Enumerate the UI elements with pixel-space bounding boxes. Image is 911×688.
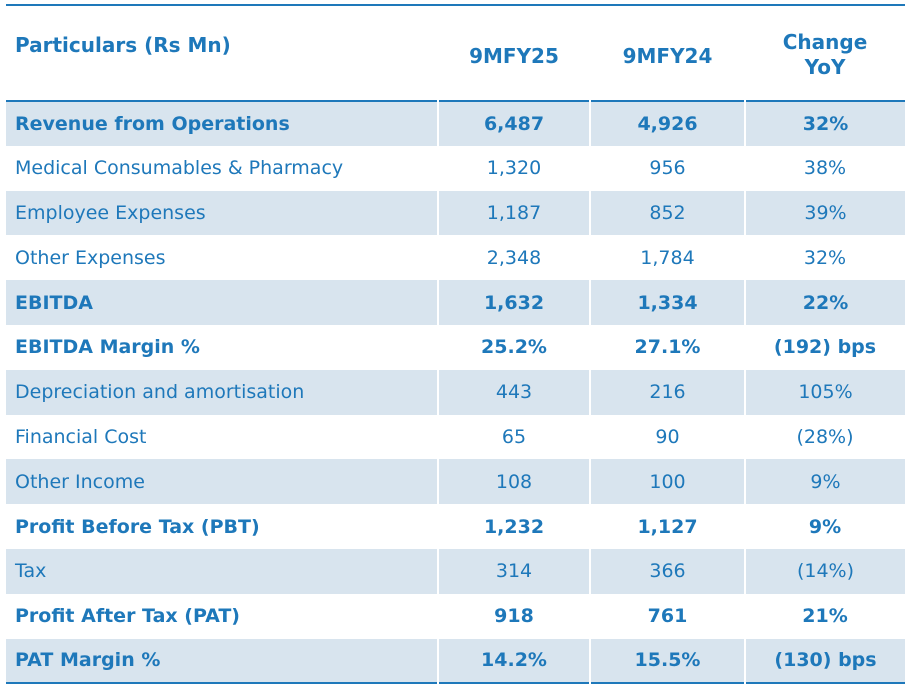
table-row: Financial Cost 65 90 (28%) [6, 415, 905, 460]
value-9mfy25: 918 [494, 605, 534, 628]
financial-table-container: Particulars (Rs Mn) 9MFY25 9MFY24 Change… [6, 4, 905, 684]
value-change-yoy: 38% [803, 157, 847, 180]
row-label: Profit After Tax (PAT) [15, 605, 240, 628]
header-change-line1: Change [782, 29, 868, 54]
value-change-yoy: 32% [803, 246, 847, 269]
table-row: Other Expenses 2,348 1,784 32% [6, 235, 905, 280]
value-9mfy25: 2,348 [486, 246, 542, 269]
value-change-yoy: 9% [808, 515, 842, 538]
header-change-yoy: Change YoY [745, 5, 905, 101]
value-change-yoy: 21% [802, 605, 848, 628]
value-change-yoy: (192) bps [773, 336, 877, 359]
table-row: Profit Before Tax (PBT) 1,232 1,127 9% [6, 504, 905, 549]
value-change-yoy: 105% [744, 369, 905, 415]
header-9mfy25: 9MFY25 [469, 43, 559, 68]
value-9mfy24: 90 [655, 425, 680, 448]
table-row: Tax 314 366 (14%) [6, 548, 905, 594]
value-change-yoy: 9% [744, 459, 905, 505]
row-label: Other Expenses [15, 246, 166, 269]
financial-summary-table: Particulars (Rs Mn) 9MFY25 9MFY24 Change… [6, 4, 905, 684]
value-change-yoy: 22% [744, 280, 905, 325]
table-row: EBITDA 1,632 1,334 22% [6, 280, 905, 325]
table-body: Revenue from Operations 6,487 4,926 32% Medi… [6, 101, 905, 684]
value-9mfy24: 761 [647, 605, 688, 628]
row-label: PAT Margin % [15, 649, 161, 672]
value-9mfy25: 314 [437, 548, 590, 594]
table-row: EBITDA Margin % 25.2% 27.1% (192) bps [6, 325, 905, 370]
value-9mfy24: 27.1% [634, 336, 701, 359]
header-9mfy24: 9MFY24 [622, 43, 713, 68]
value-9mfy25: 25.2% [481, 336, 547, 359]
row-label: EBITDA [15, 291, 93, 314]
value-9mfy25: 65 [501, 425, 527, 448]
row-label: Other Income [15, 470, 145, 493]
value-9mfy24: 852 [589, 190, 745, 236]
value-9mfy24: 4,926 [589, 101, 745, 146]
value-change-yoy: 32% [744, 101, 905, 146]
table-row: Revenue from Operations 6,487 4,926 32% [6, 101, 905, 146]
table-row: Other Income 108 100 9% [6, 459, 905, 505]
table-row: Profit After Tax (PAT) 918 761 21% [6, 594, 905, 639]
row-label: Employee Expenses [15, 201, 206, 224]
value-9mfy24: 956 [649, 157, 686, 180]
row-label: Tax [15, 560, 47, 583]
row-label: EBITDA Margin % [15, 336, 200, 359]
header-particulars: Particulars (Rs Mn) [15, 32, 231, 57]
row-label: Depreciation and amortisation [15, 381, 305, 404]
value-9mfy24: 216 [589, 369, 745, 415]
value-9mfy24: 1,334 [589, 280, 745, 325]
value-9mfy24: 15.5% [589, 638, 745, 684]
row-label: Medical Consumables & Pharmacy [15, 157, 344, 180]
value-9mfy25: 6,487 [437, 101, 590, 146]
value-9mfy24: 366 [589, 548, 745, 594]
value-9mfy25: 1,232 [483, 515, 545, 538]
row-label: Revenue from Operations [15, 112, 290, 135]
value-9mfy25: 108 [437, 459, 590, 505]
value-change-yoy: (28%) [796, 425, 854, 448]
value-9mfy25: 1,187 [437, 190, 590, 236]
value-9mfy25: 1,632 [437, 280, 590, 325]
header-change-line2: YoY [804, 54, 846, 79]
value-change-yoy: 39% [744, 190, 905, 236]
header-row: Particulars (Rs Mn) 9MFY25 9MFY24 Change… [6, 5, 905, 101]
value-9mfy24: 100 [589, 459, 745, 505]
value-9mfy24: 1,127 [637, 515, 698, 538]
value-9mfy24: 1,784 [640, 246, 695, 269]
table-row: Medical Consumables & Pharmacy 1,320 956 38… [6, 146, 905, 191]
row-label: Profit Before Tax (PBT) [15, 515, 260, 538]
row-label: Financial Cost [15, 425, 147, 448]
table-row: Depreciation and amortisation 443 216 105% [6, 369, 905, 415]
value-change-yoy: (14%) [744, 548, 905, 594]
value-change-yoy: (130) bps [744, 638, 905, 684]
value-9mfy25: 14.2% [437, 638, 590, 684]
table-row: Employee Expenses 1,187 852 39% [6, 190, 905, 236]
value-9mfy25: 1,320 [486, 157, 542, 180]
table-row: PAT Margin % 14.2% 15.5% (130) bps [6, 638, 905, 684]
table-header: Particulars (Rs Mn) 9MFY25 9MFY24 Change… [6, 5, 905, 101]
value-9mfy25: 443 [437, 369, 590, 415]
